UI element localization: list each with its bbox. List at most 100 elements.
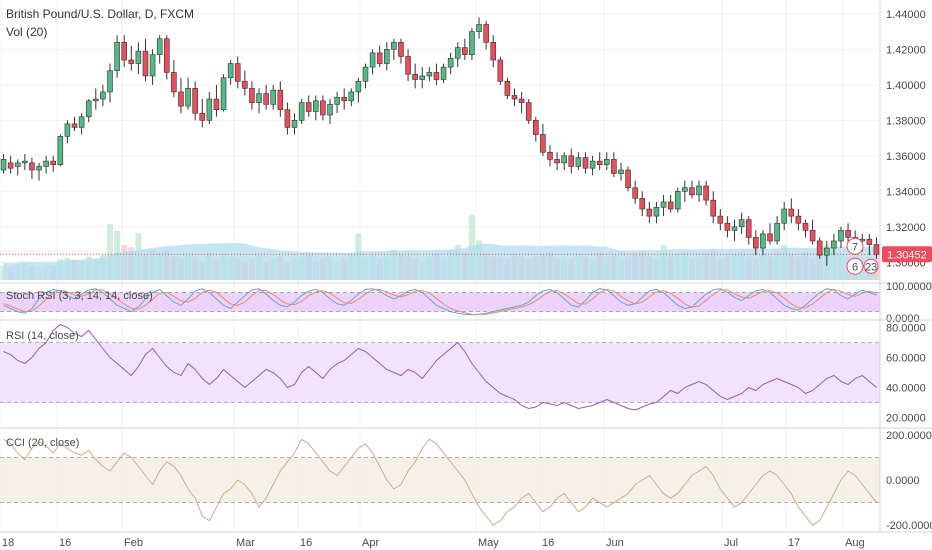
volume-label: Vol (20) <box>6 25 47 39</box>
rsi-line <box>3 323 877 411</box>
indicator-tick-label: 20.0000 <box>886 413 926 425</box>
candle-body <box>795 215 802 224</box>
candle-body <box>447 57 454 68</box>
candle-body <box>717 215 724 224</box>
candle-body <box>511 95 518 100</box>
candle-body <box>596 160 603 165</box>
rsi-label: RSI (14, close) <box>6 330 79 342</box>
candle-body <box>362 66 369 82</box>
cci-label: CCI (20, close) <box>6 437 79 449</box>
candle-body <box>327 104 333 116</box>
candle-body <box>682 187 688 192</box>
candle-body <box>674 190 681 210</box>
candle-body <box>845 230 851 238</box>
price-tick-label: 1.44000 <box>886 9 926 21</box>
candle-body <box>107 70 113 93</box>
candle-body <box>561 155 567 164</box>
candle-body <box>121 41 127 61</box>
stoch-rsi-label: Stoch RSI (3, 3, 14, 14, close) <box>6 290 153 302</box>
candle-body <box>753 237 759 249</box>
event-badge <box>846 237 864 255</box>
candle-body <box>696 185 702 196</box>
candle-body <box>14 162 21 167</box>
indicator-tick-label: 100.0000 <box>886 281 932 293</box>
candle-body <box>100 91 106 100</box>
candle-body <box>497 59 504 82</box>
candle-body <box>582 157 589 169</box>
candle-body <box>426 72 433 77</box>
time-tick-label: Jun <box>606 537 624 549</box>
stoch-d-line <box>3 288 877 316</box>
candle-body <box>220 77 227 110</box>
candle-body <box>632 187 638 199</box>
price-tick-label: 1.40000 <box>886 80 926 92</box>
candle-body <box>646 208 653 217</box>
candle-body <box>724 222 731 231</box>
candle-body <box>36 166 42 171</box>
candle-body <box>625 169 631 189</box>
candle-body <box>71 123 78 128</box>
candle-body <box>171 72 177 93</box>
candle-body <box>419 75 426 80</box>
candle-body <box>270 89 277 105</box>
candle-body <box>192 88 198 114</box>
candle-body <box>305 102 312 112</box>
candle-body <box>653 206 660 217</box>
candle-body <box>114 41 120 71</box>
candle-body <box>348 91 355 102</box>
cci-line <box>3 438 877 526</box>
candle-body <box>320 100 326 116</box>
indicator-tick-label: -200.0000 <box>886 520 932 532</box>
candle-body <box>185 88 191 107</box>
event-badge-label: 23 <box>865 261 877 273</box>
candle-body <box>206 98 213 121</box>
candle-body <box>731 226 738 231</box>
candle-body <box>611 159 617 174</box>
candle-body <box>667 201 674 210</box>
candle-body <box>50 160 57 165</box>
candle-body <box>355 80 362 93</box>
candle-body <box>809 230 816 242</box>
price-tick-label: 1.42000 <box>886 44 926 56</box>
time-tick-label: 18 <box>2 537 14 549</box>
candle-body <box>703 185 709 201</box>
price-tick-label: 1.36000 <box>886 151 926 163</box>
candle-body <box>525 102 532 121</box>
candle-body <box>689 187 695 196</box>
candle-body <box>554 159 560 164</box>
candle-body <box>263 93 269 105</box>
candle-body <box>234 63 241 82</box>
candle-body <box>64 123 71 137</box>
candle-body <box>568 155 575 167</box>
candle-body <box>57 135 64 165</box>
candle-body <box>603 159 610 165</box>
candle-body <box>178 91 184 107</box>
volume-ma-area <box>3 243 877 280</box>
candle-body <box>29 162 35 171</box>
indicator-band <box>0 342 880 403</box>
candle-body <box>767 233 773 242</box>
candle-body <box>341 96 347 102</box>
candle-body <box>760 233 766 249</box>
candle-body <box>249 88 255 103</box>
candle-body <box>589 160 596 169</box>
candle-body <box>7 162 14 169</box>
candle-body <box>163 38 170 73</box>
candle-body <box>639 198 646 210</box>
time-tick-label: Jul <box>724 537 738 549</box>
event-badge-label: 7 <box>852 241 858 253</box>
candle-body <box>540 134 546 153</box>
candle-body <box>78 116 85 128</box>
event-badge <box>846 257 864 275</box>
candle-body <box>440 66 447 80</box>
time-tick-label: 16 <box>300 537 312 549</box>
candle-body <box>156 38 163 55</box>
candle-body <box>93 98 99 102</box>
candle-body <box>802 222 809 231</box>
time-tick-label: May <box>478 537 499 549</box>
candle-body <box>135 50 142 64</box>
stoch-k-line <box>3 288 877 316</box>
time-tick-label: 16 <box>542 537 554 549</box>
